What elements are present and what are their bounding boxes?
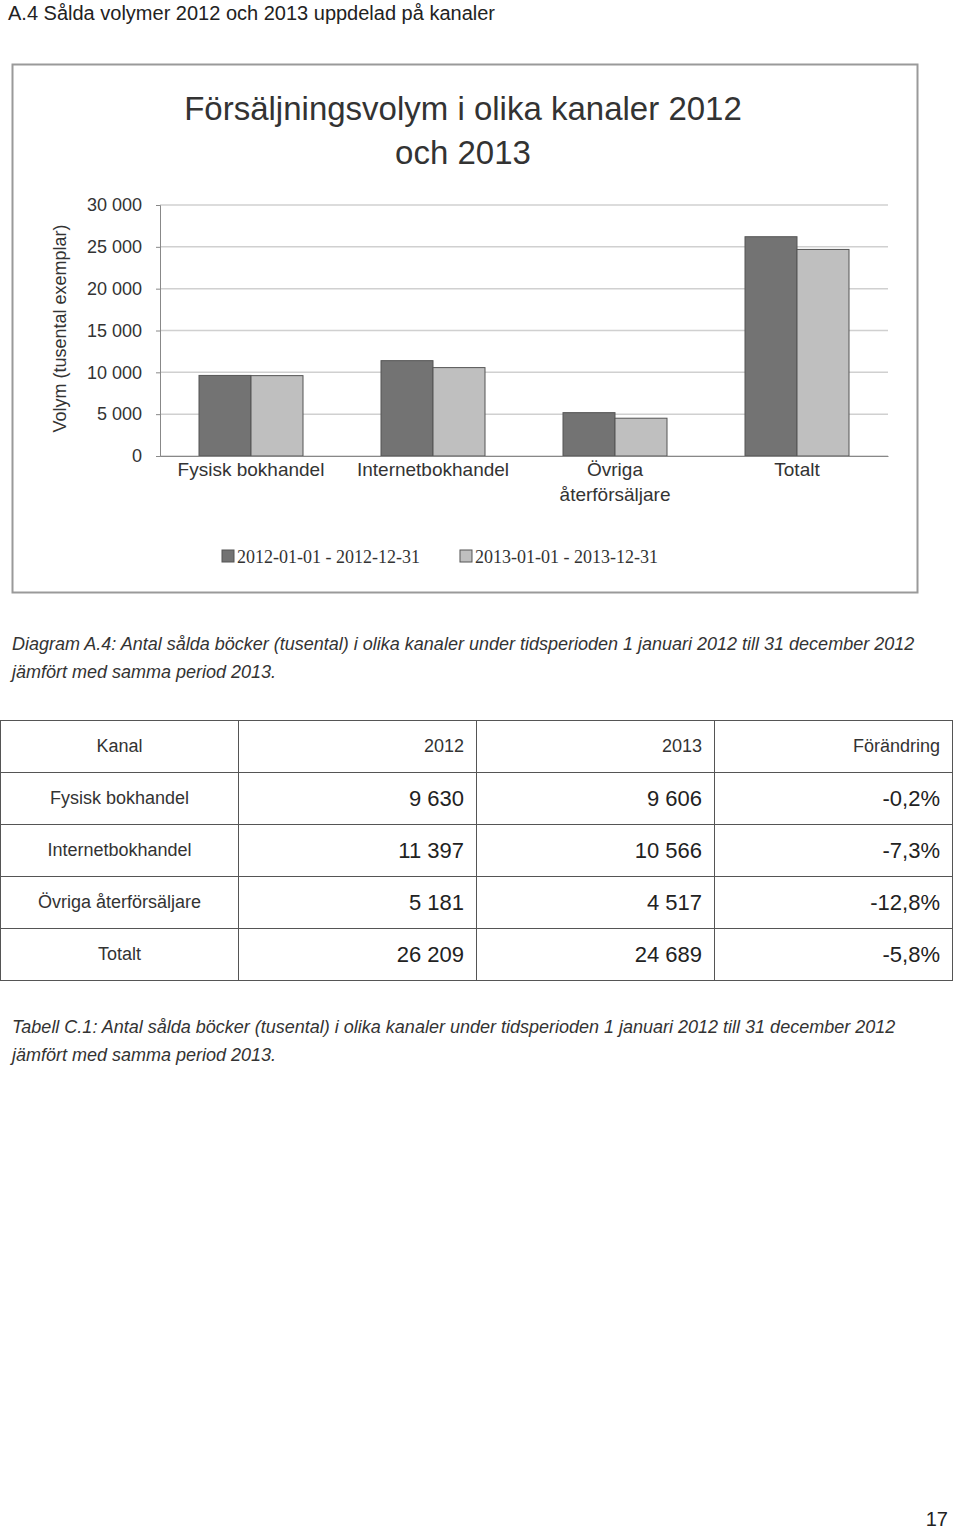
figure-caption: Diagram A.4: Antal sålda böcker (tusenta… — [12, 630, 917, 686]
table-caption: Tabell C.1: Antal sålda böcker (tusental… — [12, 1013, 917, 1069]
bars — [199, 237, 849, 456]
bar — [745, 237, 797, 456]
y-tick: 25 000 — [87, 237, 160, 257]
y-tick: 10 000 — [87, 363, 160, 383]
x-tick: Totalt — [774, 456, 820, 480]
table-cell: 4 517 — [477, 877, 715, 929]
bar — [797, 249, 849, 456]
y-tick-mark — [156, 456, 160, 457]
plot-area — [160, 205, 888, 456]
table-cell: -0,2% — [715, 773, 953, 825]
y-tick-mark — [156, 289, 160, 290]
chart-frame — [13, 65, 918, 593]
x-tick-label: Fysisk bokhandel — [178, 459, 325, 480]
data-table: Kanal20122013FörändringFysisk bokhandel9… — [0, 720, 953, 981]
legend-swatch — [460, 550, 472, 562]
table-row: Fysisk bokhandel9 6309 606-0,2% — [1, 773, 953, 825]
grid — [160, 205, 888, 456]
x-tick-label: Totalt — [774, 459, 820, 480]
bar — [381, 361, 433, 456]
table-row: Internetbokhandel11 39710 566-7,3% — [1, 825, 953, 877]
bar — [615, 418, 667, 456]
legend: 2012-01-01 - 2012-12-31 2013-01-01 - 2013… — [222, 547, 658, 567]
bar — [251, 376, 303, 456]
y-axis-line — [156, 206, 161, 457]
y-tick-label: 25 000 — [87, 237, 142, 257]
table-cell: 9 606 — [477, 773, 715, 825]
chart-title: Försäljningsvolym i olika kanaler 2012oc… — [184, 90, 742, 171]
table-cell: 24 689 — [477, 929, 715, 981]
table-cell: -7,3% — [715, 825, 953, 877]
y-tick-mark — [156, 414, 160, 415]
page-number: 17 — [880, 1508, 948, 1531]
table-cell: 11 397 — [239, 825, 477, 877]
y-tick-label: 20 000 — [87, 279, 142, 299]
heading: A.4 Sålda volymer 2012 och 2013 uppdelad… — [8, 2, 495, 25]
x-axis-line — [161, 456, 889, 457]
table-row: Totalt26 20924 689-5,8% — [1, 929, 953, 981]
y-tick-mark — [156, 372, 160, 373]
y-tick-label: 5 000 — [97, 404, 142, 424]
y-tick: 30 000 — [87, 195, 160, 215]
chart: Försäljningsvolym i olika kanaler 2012oc… — [0, 0, 960, 600]
y-tick-label: 30 000 — [87, 195, 142, 215]
table-cell: Totalt — [1, 929, 239, 981]
y-tick: 15 000 — [87, 321, 160, 341]
x-tick: Övrigaåterförsäljare — [560, 456, 671, 505]
legend-swatch — [222, 550, 234, 562]
table-cell: 26 209 — [239, 929, 477, 981]
legend-label: 2012-01-01 - 2012-12-31 — [237, 547, 420, 567]
table-header-cell: Kanal — [1, 721, 239, 773]
table-cell: 10 566 — [477, 825, 715, 877]
x-tick-label: Övrigaåterförsäljare — [560, 459, 671, 505]
table-cell: 9 630 — [239, 773, 477, 825]
y-tick-label: 10 000 — [87, 363, 142, 383]
table-header-cell: 2013 — [477, 721, 715, 773]
y-axis-title: Volym (tusental exemplar) — [50, 224, 70, 432]
bar — [433, 368, 485, 456]
y-tick-mark — [156, 247, 160, 248]
y-tick: 0 — [132, 446, 160, 466]
legend-label: 2013-01-01 - 2013-12-31 — [475, 547, 658, 567]
table-cell: Internetbokhandel — [1, 825, 239, 877]
table-cell: 5 181 — [239, 877, 477, 929]
table-row: Övriga återförsäljare5 1814 517-12,8% — [1, 877, 953, 929]
bar — [563, 413, 615, 456]
bar — [199, 375, 251, 456]
y-tick-mark — [156, 331, 160, 332]
table-header-cell: Förändring — [715, 721, 953, 773]
table-cell: Fysisk bokhandel — [1, 773, 239, 825]
x-axis: Fysisk bokhandel Internetbokhandel Övrigaå… — [161, 456, 889, 505]
table-cell: Övriga återförsäljare — [1, 877, 239, 929]
y-tick: 20 000 — [87, 279, 160, 299]
x-tick-label: Internetbokhandel — [357, 459, 509, 480]
table-cell: -12,8% — [715, 877, 953, 929]
table-header-cell: 2012 — [239, 721, 477, 773]
grid-line — [160, 204, 888, 206]
x-tick: Fysisk bokhandel — [178, 456, 325, 480]
x-tick: Internetbokhandel — [357, 456, 509, 480]
y-tick-mark — [156, 205, 160, 206]
y-tick-label: 0 — [132, 446, 142, 466]
y-axis: 0 5 000 10 000 15 000 20 000 25 000 30 000 — [87, 195, 161, 466]
table-header-row: Kanal20122013Förändring — [1, 721, 953, 773]
y-tick: 5 000 — [97, 404, 160, 424]
y-tick-label: 15 000 — [87, 321, 142, 341]
table-cell: -5,8% — [715, 929, 953, 981]
